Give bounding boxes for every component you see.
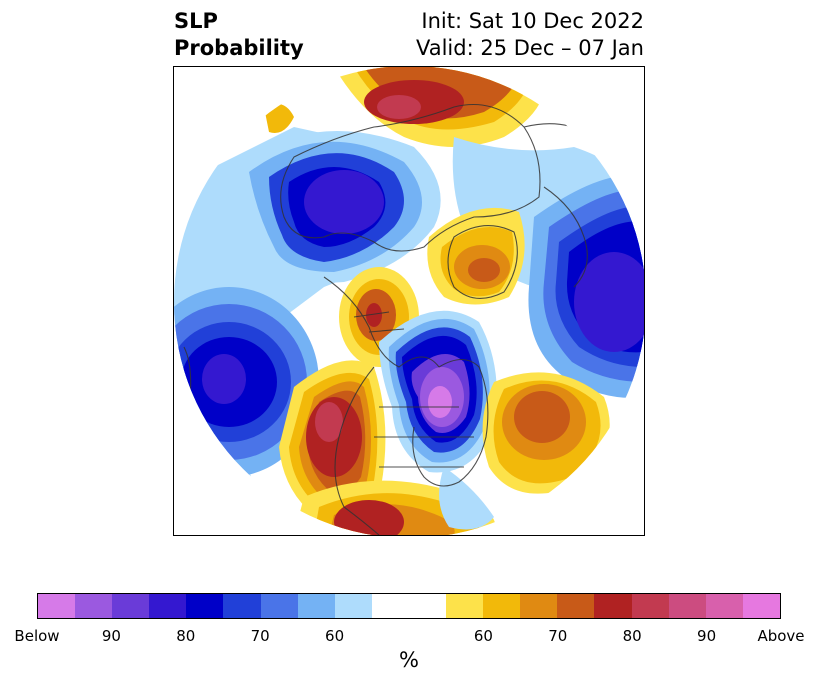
colorbar-tick-label: 80 — [622, 627, 642, 645]
colorbar-tick-label: 70 — [250, 627, 270, 645]
colorbar-tick-label: 90 — [101, 627, 121, 645]
colorbar-segment — [334, 594, 372, 618]
colorbar-segment — [38, 594, 76, 618]
colorbar-segment — [75, 594, 113, 618]
colorbar-segment — [520, 594, 558, 618]
colorbar-tick-label: Above — [757, 627, 805, 645]
colorbar-segment — [297, 594, 335, 618]
coastlines — [183, 103, 644, 535]
colorbar-segment — [260, 594, 298, 618]
colorbar-tick-label: 90 — [697, 627, 717, 645]
title-left: SLP Probability — [174, 8, 304, 62]
colorbar-segment — [594, 594, 632, 618]
colorbar-segment — [705, 594, 743, 618]
colorbar-tick-label: 60 — [325, 627, 345, 645]
colorbar-segment — [371, 594, 409, 618]
colorbar-segment — [149, 594, 187, 618]
canada-below-anomaly — [379, 310, 497, 473]
map-panel — [173, 66, 645, 536]
western-na-above-anomaly — [279, 360, 386, 523]
colorbar-tick-label: Below — [14, 627, 60, 645]
title-right: Init: Sat 10 Dec 2022 Valid: 25 Dec – 07… — [416, 8, 644, 62]
title-valid: Valid: 25 Dec – 07 Jan — [415, 36, 644, 60]
colorbar-segment — [186, 594, 224, 618]
mid-atlantic-above-anomaly — [482, 372, 610, 494]
colorbar-segment — [223, 594, 261, 618]
probability-field — [174, 67, 644, 535]
colorbar-tick-label: 70 — [548, 627, 568, 645]
title-init: Init: Sat 10 Dec 2022 — [421, 9, 644, 33]
colorbar-segment — [446, 594, 484, 618]
colorbar-segment — [742, 594, 780, 618]
title-product: Probability — [174, 36, 304, 60]
colorbar-tick-label: 60 — [473, 627, 493, 645]
colorbar — [37, 593, 781, 619]
colorbar-segment — [557, 594, 595, 618]
colorbar-unit-label: % — [399, 648, 419, 672]
probability-map — [174, 67, 644, 535]
colorbar-tick-label: 80 — [176, 627, 196, 645]
colorbar-segment — [483, 594, 521, 618]
colorbar-segment — [408, 594, 447, 618]
atlantic-below-anomaly — [528, 175, 644, 398]
siberia-below-anomaly — [234, 131, 441, 283]
title-variable: SLP — [174, 9, 218, 33]
colorbar-segment — [631, 594, 669, 618]
europe-above-anomaly — [264, 67, 546, 147]
colorbar-segment — [112, 594, 150, 618]
colorbar-segment — [668, 594, 706, 618]
